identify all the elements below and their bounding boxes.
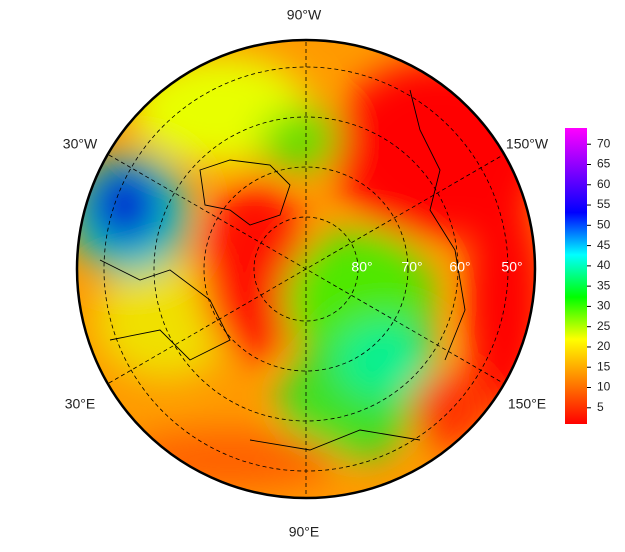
colorbar-tick-label: 15 [597,359,611,373]
colorbar-tick-label: 50 [597,217,611,231]
colorbar-tick-label: 55 [597,197,611,211]
longitude-label: 150°W [506,136,549,152]
colorbar-tick-label: 45 [597,238,611,252]
colorbar-tick-label: 25 [597,319,611,333]
colorbar-tick-label: 35 [597,278,611,292]
longitude-label: 90°W [287,7,322,23]
colorbar-tick-label: 10 [597,380,611,394]
longitude-label: 90°E [289,524,320,540]
latitude-label: 80° [351,259,372,275]
longitude-label: 30°W [63,136,98,152]
coastlines [99,89,466,451]
colorbar-tick-label: 60 [597,177,611,191]
latitude-label: 60° [449,259,470,275]
colorbar-tick-label: 20 [597,339,611,353]
colorbar-tick-label: 65 [597,157,611,171]
latitude-label: 50° [501,259,522,275]
colorbar [565,128,587,424]
colorbar-tick-label: 30 [597,299,611,313]
graticule [103,42,509,496]
colorbar-tick-label: 5 [597,400,604,414]
longitude-label: 30°E [65,396,96,412]
longitude-label: 150°E [508,396,546,412]
colorbar-tick-label: 40 [597,258,611,272]
colorbar-tick-label: 70 [597,136,611,150]
latitude-label: 70° [401,259,422,275]
map-border [75,38,537,500]
